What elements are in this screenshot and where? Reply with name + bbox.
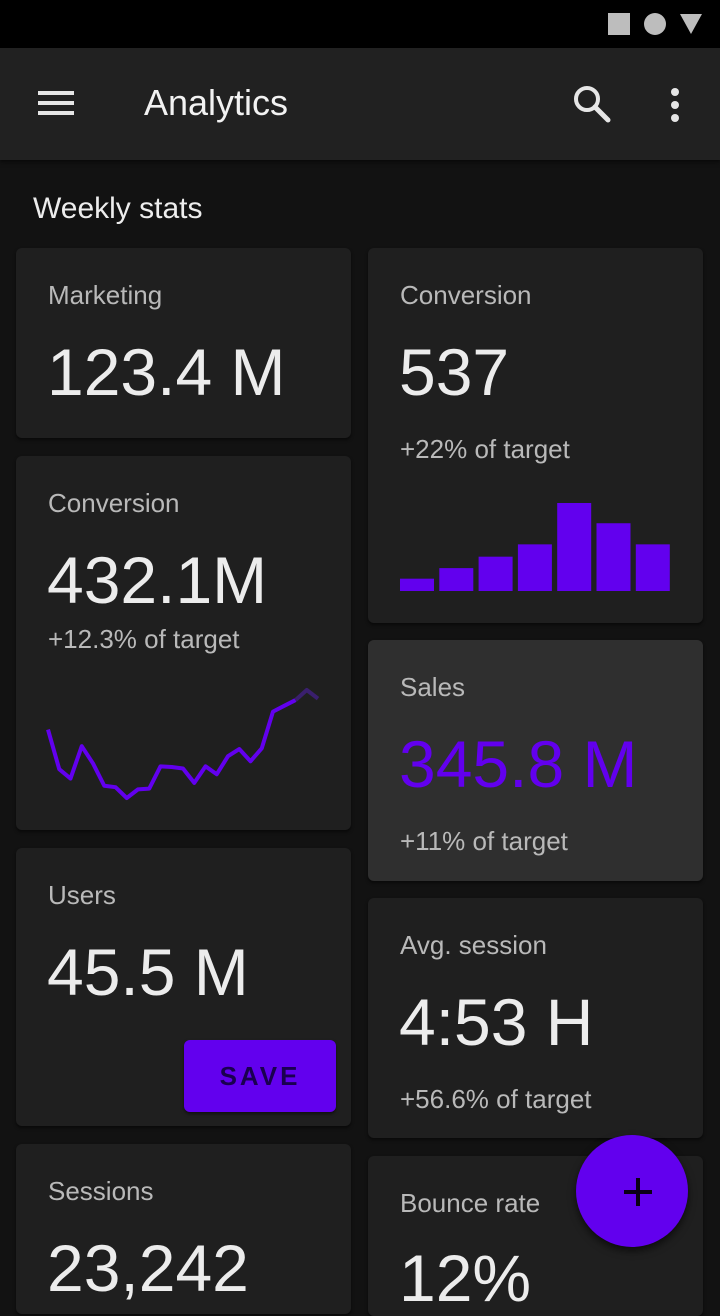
search-icon — [574, 86, 611, 123]
sales-card[interactable]: Sales 345.8 M +11% of target — [368, 640, 703, 881]
save-button[interactable]: SAVE — [184, 1040, 336, 1112]
users-card[interactable]: Users 45.5 M SAVE — [16, 848, 351, 1126]
bar — [400, 578, 434, 591]
card-target-text: +11% of target — [400, 826, 568, 856]
more-options-button[interactable] — [652, 78, 698, 130]
card-value: 4:53 H — [399, 985, 594, 1059]
recent-apps-icon — [608, 13, 630, 35]
card-label: Sales — [400, 672, 466, 702]
bar — [635, 544, 670, 591]
marketing-card[interactable]: Marketing 123.4 M — [16, 248, 351, 438]
sparkline-series — [46, 698, 297, 800]
card-value: 537 — [399, 335, 510, 409]
bar — [478, 556, 513, 591]
menu-button[interactable] — [30, 82, 82, 126]
card-value: 123.4 M — [47, 335, 286, 409]
card-label: Sessions — [48, 1176, 154, 1206]
card-label: Users — [48, 880, 116, 910]
add-fab-button[interactable] — [576, 1135, 688, 1247]
back-triangle-icon — [680, 14, 702, 34]
card-value: 432.1M — [47, 543, 268, 617]
card-value: 345.8 M — [399, 727, 638, 801]
conversion-bar-card[interactable]: Conversion 537 +22% of target — [368, 248, 703, 623]
add-icon — [624, 1178, 652, 1206]
card-target-text: +12.3% of target — [48, 624, 240, 654]
conversion-bar-chart — [400, 503, 670, 591]
bar — [517, 544, 552, 591]
search-button[interactable] — [566, 78, 618, 130]
more-vert-icon — [671, 88, 679, 96]
card-label: Conversion — [400, 280, 532, 310]
conversion-sparkline — [46, 688, 320, 800]
avg-session-card[interactable]: Avg. session 4:53 H +56.6% of target — [368, 898, 703, 1138]
card-value: 12% — [399, 1241, 532, 1315]
card-value: 45.5 M — [47, 935, 249, 1009]
home-circle-icon — [644, 13, 666, 35]
card-target-text: +56.6% of target — [400, 1084, 592, 1114]
status-bar — [0, 0, 720, 48]
card-label: Bounce rate — [400, 1188, 541, 1218]
section-title: Weekly stats — [33, 192, 203, 225]
bar — [557, 503, 592, 591]
card-label: Avg. session — [400, 930, 547, 960]
menu-icon — [38, 91, 74, 95]
card-target-text: +22% of target — [400, 434, 570, 464]
card-label: Conversion — [48, 488, 180, 518]
conversion-line-card[interactable]: Conversion 432.1M +12.3% of target — [16, 456, 351, 830]
page-title: Analytics — [144, 82, 289, 123]
bar — [596, 523, 631, 591]
card-label: Marketing — [48, 280, 163, 310]
card-value: 23,242 — [47, 1231, 249, 1305]
top-app-bar: Analytics — [0, 48, 720, 160]
bar — [439, 568, 474, 591]
sessions-card[interactable]: Sessions 23,242 — [16, 1144, 351, 1314]
sparkline-faded-tail — [294, 688, 320, 702]
